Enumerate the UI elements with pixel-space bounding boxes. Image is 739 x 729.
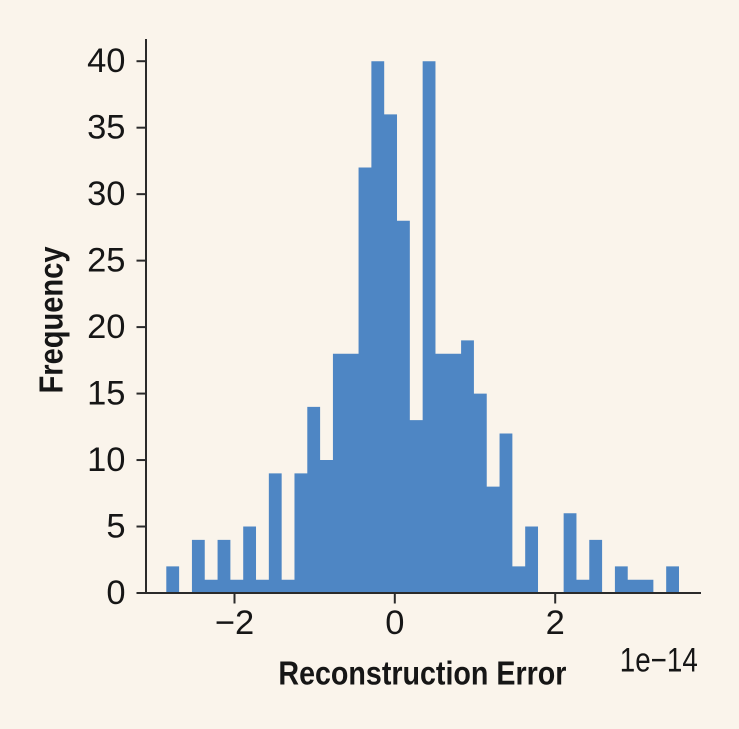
svg-text:Reconstruction Error: Reconstruction Error xyxy=(278,656,566,693)
svg-text:0: 0 xyxy=(385,604,404,642)
svg-text:−2: −2 xyxy=(215,604,254,642)
svg-text:Frequency: Frequency xyxy=(34,246,71,393)
svg-text:40: 40 xyxy=(87,42,125,80)
svg-text:10: 10 xyxy=(87,441,125,479)
svg-text:2: 2 xyxy=(546,604,565,642)
svg-text:15: 15 xyxy=(87,375,125,413)
svg-text:1e−14: 1e−14 xyxy=(620,642,698,680)
svg-text:35: 35 xyxy=(87,109,125,147)
svg-text:30: 30 xyxy=(87,175,125,213)
svg-text:25: 25 xyxy=(87,242,125,280)
svg-text:5: 5 xyxy=(106,508,125,546)
svg-text:20: 20 xyxy=(87,308,125,346)
svg-text:0: 0 xyxy=(106,574,125,612)
